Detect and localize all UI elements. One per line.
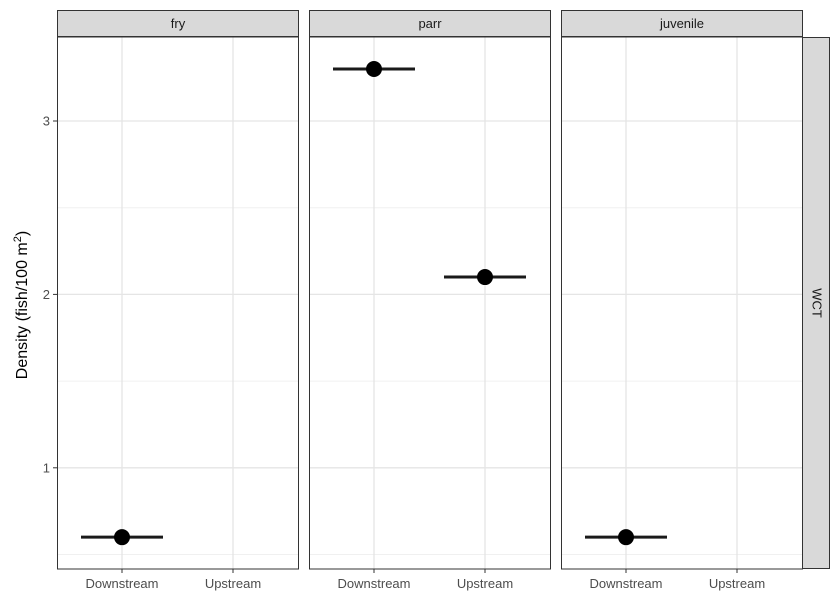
strip-background-juvenile (561, 10, 803, 37)
panel-background-fry (57, 37, 299, 569)
y-tick-label: 2 (43, 287, 50, 302)
y-axis-title: Density (fish/100 m2) (12, 231, 31, 379)
y-tick-label: 3 (43, 114, 50, 129)
plot-area: fry Downstream Upstream parr Downstream Upstr… (43, 10, 830, 591)
x-tick-label: Upstream (205, 576, 261, 591)
panel-background-juvenile (561, 37, 803, 569)
x-tick-label: Downstream (338, 576, 411, 591)
x-tick-label: Downstream (590, 576, 663, 591)
x-tick-label: Upstream (709, 576, 765, 591)
strip-label-juvenile: juvenile (659, 16, 704, 31)
strip-label-fry: fry (171, 16, 186, 31)
panel-background-parr (309, 37, 551, 569)
strip-background-parr (309, 10, 551, 37)
data-point-fry (114, 529, 130, 546)
data-point-parr (366, 60, 382, 77)
strip-label-parr: parr (418, 16, 442, 31)
row-strip-background (802, 37, 830, 569)
x-tick-label: Downstream (86, 576, 159, 591)
y-tick-label: 1 (43, 460, 50, 475)
strip-background-fry (57, 10, 299, 37)
row-strip-label: WCT (810, 288, 825, 318)
x-tick-label: Upstream (457, 576, 513, 591)
data-point-juvenile (618, 529, 634, 546)
data-point-parr (477, 269, 493, 286)
